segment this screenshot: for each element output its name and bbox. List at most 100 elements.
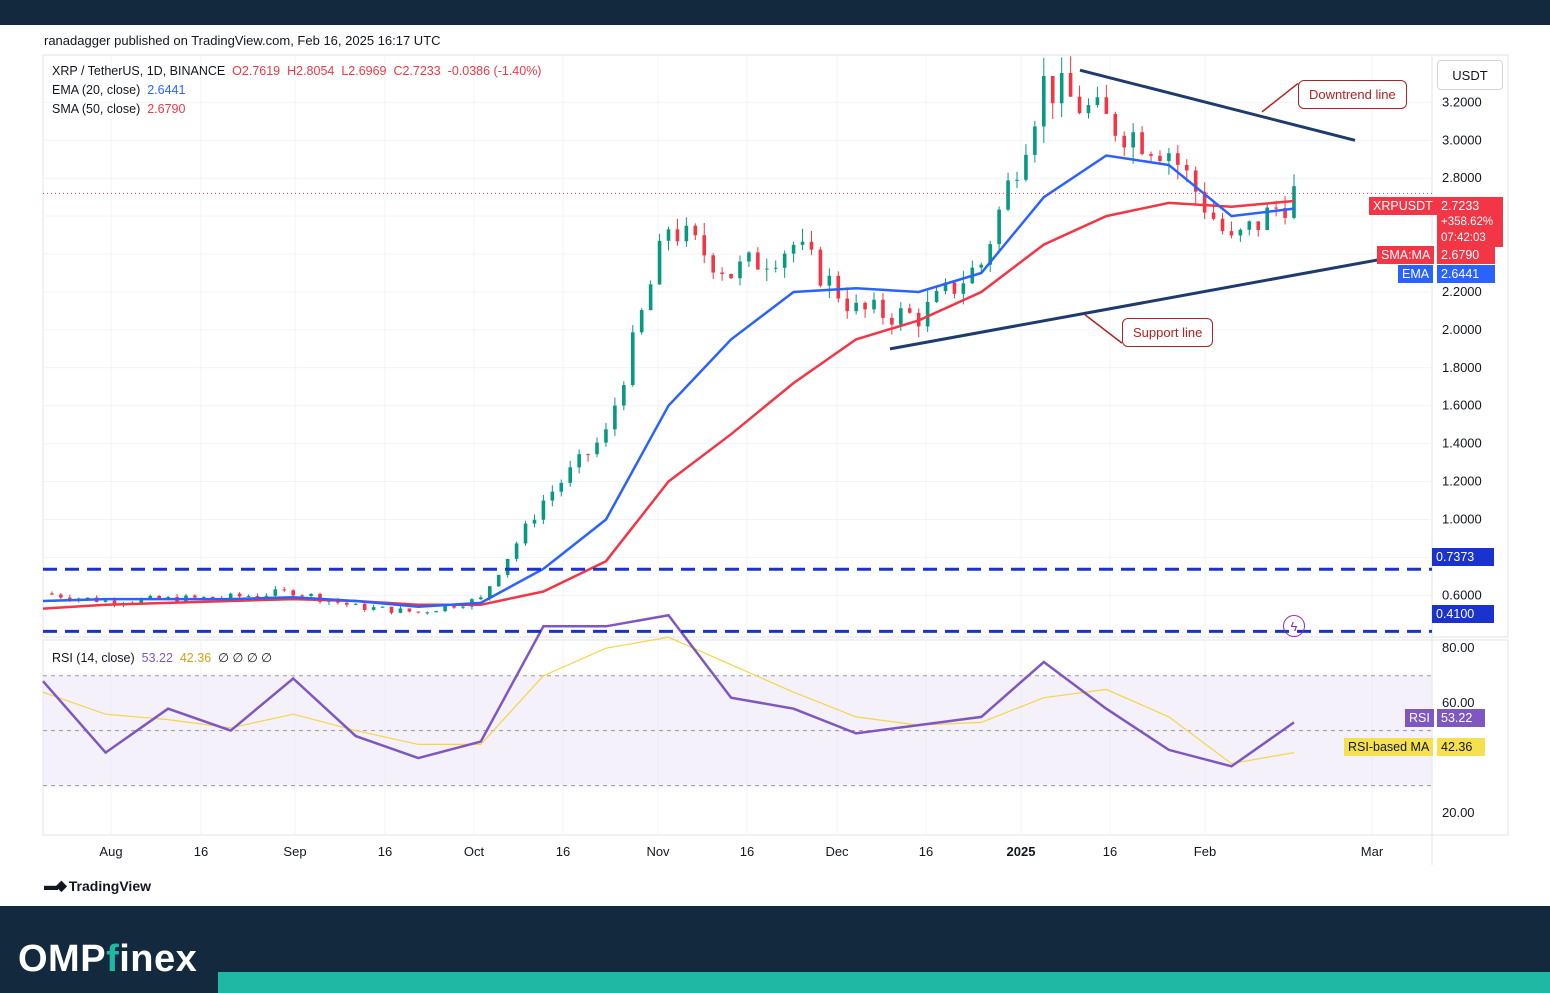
lightning-icon[interactable]: ϟ xyxy=(1283,615,1305,637)
candle-body xyxy=(800,241,805,245)
candle-body xyxy=(371,607,376,610)
rsi-name-tag: RSI xyxy=(1405,709,1434,727)
legend-close: C2.7233 xyxy=(393,64,441,78)
brand-inex: inex xyxy=(119,938,198,980)
candle-body xyxy=(773,267,778,269)
candle-body xyxy=(1202,191,1207,213)
candle-body xyxy=(702,235,707,256)
currency-selector[interactable]: USDT xyxy=(1437,60,1503,90)
candle-body xyxy=(639,310,644,333)
candle-body xyxy=(1176,153,1180,165)
candle-body xyxy=(1104,97,1109,114)
candle-body xyxy=(961,283,966,294)
candle-body xyxy=(711,255,715,273)
candle-body xyxy=(273,589,278,596)
candle-body xyxy=(943,282,948,292)
candle-body xyxy=(496,574,501,587)
legend-ema-label: EMA (20, close) xyxy=(52,83,141,97)
candle-body xyxy=(523,523,528,544)
price-tick-label: 3.0000 xyxy=(1442,132,1482,147)
top-bar xyxy=(0,0,1550,25)
candle-body xyxy=(1077,96,1082,114)
price-tick-label: 3.2000 xyxy=(1442,94,1482,109)
candle-body xyxy=(720,272,724,274)
candle-body xyxy=(1247,221,1252,230)
chart-canvas[interactable]: 3.20003.00002.80002.60002.40002.20002.00… xyxy=(0,0,1550,906)
candle-body xyxy=(148,595,153,599)
price-tick-label: 1.2000 xyxy=(1442,474,1482,489)
date-tick-label: Feb xyxy=(1194,844,1216,859)
candle-body xyxy=(505,558,510,575)
symbol-tag: XRPUSDT xyxy=(1369,197,1437,215)
candle-body xyxy=(487,586,492,598)
candle-body xyxy=(237,593,242,597)
sma-name-tag: SMA:MA xyxy=(1377,246,1435,264)
downtrend-line xyxy=(1079,68,1356,142)
candle-body xyxy=(532,519,537,524)
candle-body xyxy=(1274,207,1278,209)
candle-body xyxy=(568,467,573,483)
candle-body xyxy=(246,595,251,597)
tradingview-logo: ▬◆ TradingView xyxy=(44,877,151,894)
rsi-tick-label: 60.00 xyxy=(1442,695,1475,710)
candle-body xyxy=(899,308,903,325)
sma-value-tag: 2.6790 xyxy=(1437,246,1495,264)
candle-body xyxy=(979,264,984,268)
candle-body xyxy=(952,282,957,294)
candle-body xyxy=(59,594,63,598)
candle-body xyxy=(1167,153,1171,161)
price-tick-label: 1.6000 xyxy=(1442,398,1482,413)
candle-body xyxy=(622,385,626,406)
trend-lines xyxy=(889,68,1411,351)
candle-body xyxy=(782,253,787,268)
candle-body xyxy=(1158,155,1162,161)
brand-omp: OMP xyxy=(18,938,107,980)
date-tick-label: 16 xyxy=(919,844,933,859)
candle-body xyxy=(398,608,403,613)
price-axis: 3.20003.00002.80002.60002.40002.20002.00… xyxy=(1442,94,1482,602)
legend-change: -0.0386 (-1.40%) xyxy=(447,64,542,78)
rsi-line xyxy=(42,613,1295,768)
candle-body xyxy=(657,240,662,285)
candle-body xyxy=(1015,179,1019,181)
legend-rsi-value: 53.22 xyxy=(141,651,173,665)
price-tick-label: 1.8000 xyxy=(1442,360,1482,375)
candle-body xyxy=(595,442,599,455)
candle-body xyxy=(890,317,894,325)
candle-body xyxy=(309,593,313,596)
candle-body xyxy=(675,229,680,242)
candle-body xyxy=(139,598,144,603)
candle-body xyxy=(818,249,823,286)
candle-body xyxy=(1149,154,1153,156)
candle-body xyxy=(809,241,814,250)
date-tick-label: 16 xyxy=(556,844,570,859)
candle-body xyxy=(157,595,161,599)
countdown-tag: 07:42:03 xyxy=(1437,229,1503,247)
candle-body xyxy=(997,209,1001,245)
level-high-tag: 0.7373 xyxy=(1432,548,1494,566)
candle-body xyxy=(764,268,769,270)
candle-body xyxy=(666,229,671,241)
candle-body xyxy=(389,606,394,613)
candle-body xyxy=(1184,164,1189,171)
legend-ema: EMA (20, close) 2.6441 xyxy=(52,83,185,97)
candle-body xyxy=(362,603,367,610)
candle-body xyxy=(1113,113,1118,136)
candle-body xyxy=(228,593,233,599)
ema-line xyxy=(42,154,1295,608)
date-tick-label: 2025 xyxy=(1007,844,1036,859)
candle-body xyxy=(443,605,447,612)
candle-body xyxy=(282,589,287,591)
candle-body xyxy=(881,299,885,318)
candle-body xyxy=(85,597,90,599)
candle-body xyxy=(1265,207,1269,231)
candle-body xyxy=(559,482,564,492)
candle-body xyxy=(934,291,939,302)
price-tick-label: 1.4000 xyxy=(1442,436,1482,451)
candle-body xyxy=(1229,231,1234,236)
candle-body xyxy=(1220,218,1225,232)
candle-body xyxy=(103,600,108,602)
candle-body xyxy=(291,590,295,596)
date-tick-label: Aug xyxy=(99,844,122,859)
candle-body xyxy=(791,244,796,254)
